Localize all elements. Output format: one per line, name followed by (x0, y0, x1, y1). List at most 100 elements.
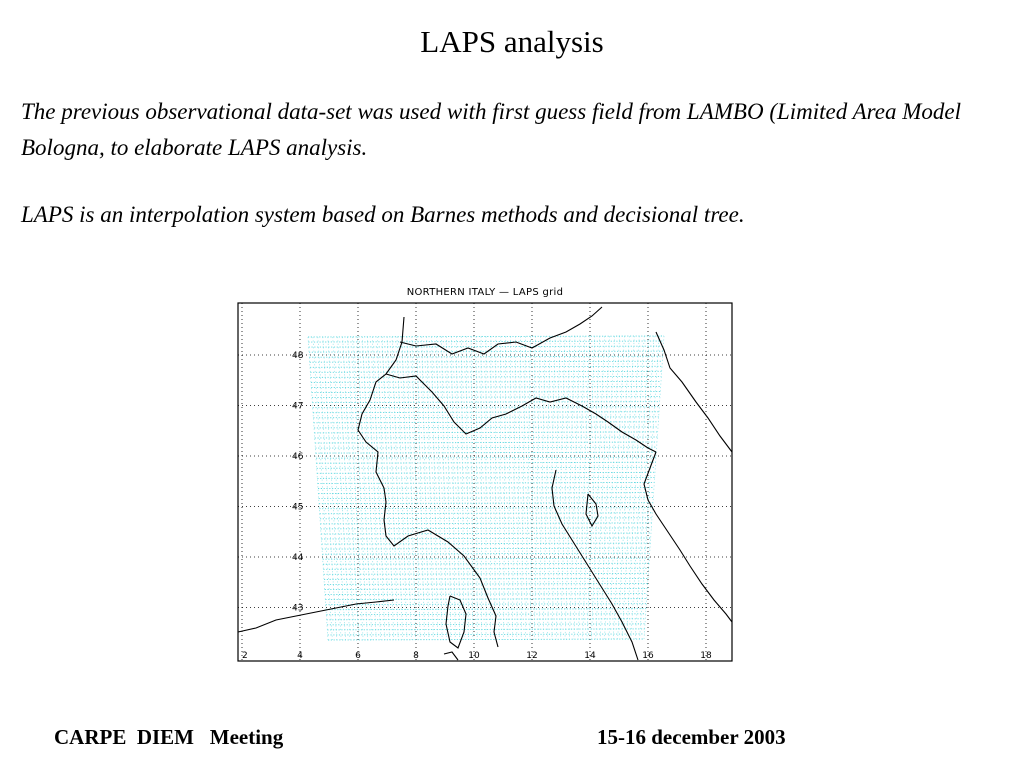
footer-date: 15-16 december 2003 (597, 725, 786, 749)
laps-grid-row (311, 396, 661, 399)
lat-tick-label: 46 (292, 452, 304, 462)
laps-grid-row (322, 562, 650, 565)
laps-grid-col (431, 336, 439, 640)
laps-description-paragraph: LAPS is an interpolation system based on… (21, 202, 745, 227)
map-title: NORTHERN ITALY — LAPS grid (406, 287, 564, 298)
laps-grid-row (320, 527, 652, 530)
laps-grid-row (322, 552, 650, 555)
intro-paragraph: The previous observational data-set was … (21, 99, 961, 160)
laps-grid-col (511, 336, 517, 640)
italy-west-border (357, 316, 499, 648)
laps-grid-row (323, 577, 649, 580)
laps-grid-col (538, 336, 546, 640)
laps-grid-col (441, 336, 447, 640)
laps-grid-col (573, 336, 586, 640)
laps-grid-col (503, 336, 507, 640)
laps-grid-row (312, 406, 660, 409)
lon-tick-label: 12 (526, 651, 537, 661)
laps-grid-row (327, 633, 645, 636)
laps-grid-row (323, 572, 649, 575)
lon-tick-label: 8 (413, 651, 419, 661)
laps-grid-row (327, 638, 645, 641)
footer-meeting: CARPE DIEM Meeting (54, 725, 284, 749)
laps-grid-row (315, 456, 657, 459)
laps-grid-col (507, 336, 512, 640)
laps-grid-col (542, 336, 551, 640)
lat-tick-label: 47 (292, 402, 303, 412)
laps-grid-row (309, 355, 663, 358)
italy-adriatic-coast (551, 469, 639, 661)
alps-border (385, 373, 657, 453)
laps-grid-col (426, 336, 434, 640)
austria-border (655, 331, 733, 453)
laps-grid-row (317, 487, 655, 489)
laps-grid-col (460, 336, 465, 640)
france-coast (237, 599, 395, 633)
laps-grid-row (317, 476, 655, 479)
lat-tick-label: 43 (292, 604, 303, 614)
laps-grid-col (376, 336, 390, 640)
laps-grid-row (319, 517, 653, 520)
slide-title: LAPS analysis (420, 24, 604, 59)
istria (585, 493, 599, 528)
laps-grid-col (451, 336, 456, 640)
laps-grid-col (416, 336, 425, 640)
laps-grid-col (490, 336, 492, 640)
laps-grid-col (582, 336, 596, 640)
laps-grid-row (320, 522, 652, 525)
lon-tick-label: 4 (297, 651, 303, 661)
laps-grid-col (455, 336, 461, 640)
laps-grid-row (324, 583, 648, 585)
laps-grid-col (362, 336, 377, 640)
laps-grid-row (325, 603, 647, 606)
laps-grid-col (470, 336, 474, 640)
laps-grid-points (307, 335, 665, 641)
laps-grid-row (314, 436, 658, 439)
laps-grid-col (381, 336, 395, 640)
laps-grid-col (533, 336, 541, 640)
laps-grid-col (551, 336, 561, 640)
laps-grid-row (313, 426, 659, 429)
laps-grid-col (494, 336, 497, 640)
laps-grid-col (401, 336, 412, 640)
laps-grid-col (480, 336, 482, 640)
laps-grid-row (310, 375, 662, 378)
laps-grid-row (310, 380, 662, 383)
laps-grid-row (324, 593, 648, 595)
laps-grid-col (564, 336, 576, 640)
laps-grid-col (421, 336, 430, 640)
lon-tick-label: 18 (700, 651, 712, 661)
corsica (445, 595, 467, 649)
lon-tick-label: 2 (242, 651, 248, 661)
laps-grid-col (525, 336, 531, 640)
laps-grid-col (366, 336, 382, 640)
laps-grid-row (326, 613, 646, 616)
swiss-border (399, 306, 603, 355)
laps-grid-col (436, 336, 443, 640)
laps-grid-row (316, 466, 656, 469)
lat-tick-label: 44 (292, 553, 304, 563)
laps-grid-row (308, 350, 664, 353)
laps-grid-row (320, 532, 652, 535)
laps-grid-row (308, 345, 664, 348)
sardinia (443, 651, 459, 661)
lon-tick-label: 6 (355, 651, 361, 661)
laps-grid-col (357, 336, 373, 640)
laps-grid-col (386, 336, 399, 640)
laps-grid-col (411, 336, 421, 640)
laps-grid-col (555, 336, 566, 640)
laps-grid-col (586, 336, 601, 640)
laps-grid-col (498, 336, 502, 640)
lon-tick-label: 16 (642, 651, 654, 661)
laps-grid-row (311, 386, 661, 388)
lon-tick-label: 14 (584, 651, 596, 661)
laps-grid-col (371, 336, 386, 640)
laps-grid-col (406, 336, 417, 640)
laps-grid-col (520, 336, 526, 640)
laps-grid-col (560, 336, 571, 640)
laps-grid-col (590, 336, 606, 640)
laps-grid-col (595, 336, 610, 640)
laps-grid-map-figure: NORTHERN ITALY — LAPS grid 2 (236, 284, 734, 666)
